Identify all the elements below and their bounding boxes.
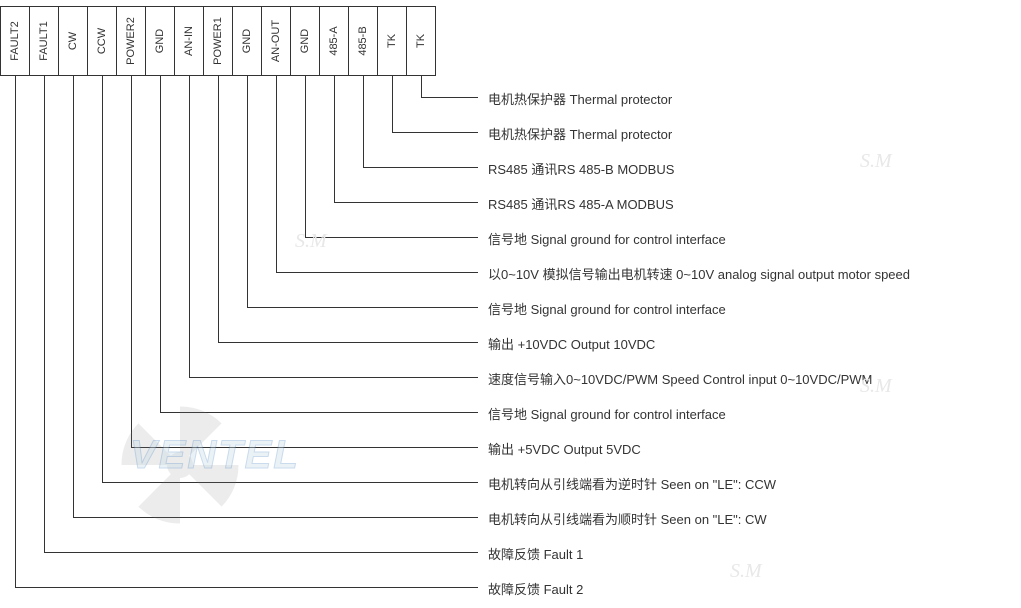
terminal-cell: 485-B: [348, 6, 378, 76]
description-text: RS485 通讯RS 485-A MODBUS: [488, 194, 674, 213]
terminal-label: TK: [386, 34, 398, 48]
ventel-watermark: VENTEL: [130, 430, 390, 485]
ventel-text: VENTEL: [130, 433, 300, 477]
description-text: 电机转向从引线端看为顺时针 Seen on "LE": CW: [488, 509, 767, 528]
terminal-cell: CW: [58, 6, 88, 76]
wire-vertical: [44, 76, 45, 552]
description-text: 信号地 Signal ground for control interface: [488, 299, 726, 318]
description-text: 电机转向从引线端看为逆时针 Seen on "LE": CCW: [488, 474, 776, 493]
terminal-cell: FAULT2: [0, 6, 30, 76]
terminal-cell: POWER1: [203, 6, 233, 76]
wire-vertical: [73, 76, 74, 517]
terminal-label: 485-B: [357, 26, 369, 55]
wire-vertical: [363, 76, 364, 167]
terminal-cell: GND: [145, 6, 175, 76]
wire-horizontal: [15, 587, 478, 588]
description-text: 信号地 Signal ground for control interface: [488, 404, 726, 423]
wire-horizontal: [102, 482, 478, 483]
description-text: 故障反馈 Fault 2: [488, 579, 583, 598]
wire-horizontal: [218, 342, 478, 343]
sm-watermark: S.M: [295, 230, 327, 253]
wire-vertical: [392, 76, 393, 132]
wire-horizontal: [334, 202, 478, 203]
wire-vertical: [276, 76, 277, 272]
description-text: 输出 +5VDC Output 5VDC: [488, 439, 641, 458]
terminal-label: FAULT2: [9, 21, 21, 61]
terminal-label: FAULT1: [38, 21, 50, 61]
sm-watermark: S.M: [730, 560, 762, 583]
terminal-cell: GND: [232, 6, 262, 76]
wire-vertical: [15, 76, 16, 587]
description-text: 以0~10V 模拟信号输出电机转速 0~10V analog signal ou…: [488, 264, 910, 283]
description-text: RS485 通讯RS 485-B MODBUS: [488, 159, 674, 178]
terminal-label: POWER1: [212, 17, 224, 65]
description-text: 故障反馈 Fault 1: [488, 544, 583, 563]
description-text: 信号地 Signal ground for control interface: [488, 229, 726, 248]
wire-horizontal: [189, 377, 478, 378]
wire-horizontal: [421, 97, 478, 98]
wire-horizontal: [305, 237, 478, 238]
terminal-cell: AN-OUT: [261, 6, 291, 76]
terminal-label: GND: [241, 29, 253, 53]
terminal-cell: AN-IN: [174, 6, 204, 76]
terminal-label: GND: [154, 29, 166, 53]
terminal-cell: CCW: [87, 6, 117, 76]
wire-horizontal: [44, 552, 478, 553]
terminal-label: POWER2: [125, 17, 137, 65]
description-text: 输出 +10VDC Output 10VDC: [488, 334, 655, 353]
description-text: 速度信号输入0~10VDC/PWM Speed Control input 0~…: [488, 369, 872, 388]
terminal-cell: POWER2: [116, 6, 146, 76]
terminal-label: CCW: [96, 28, 108, 54]
description-text: 电机热保护器 Thermal protector: [488, 124, 672, 143]
wire-vertical: [160, 76, 161, 412]
wire-vertical: [247, 76, 248, 307]
wire-horizontal: [276, 272, 478, 273]
wire-vertical: [305, 76, 306, 237]
terminal-cell: TK: [406, 6, 436, 76]
terminal-label: CW: [67, 32, 79, 50]
terminal-cell: TK: [377, 6, 407, 76]
wire-vertical: [102, 76, 103, 482]
terminal-label: TK: [415, 34, 427, 48]
terminal-label: AN-IN: [183, 26, 195, 56]
wire-horizontal: [131, 447, 478, 448]
wire-vertical: [334, 76, 335, 202]
wire-horizontal: [73, 517, 478, 518]
wire-horizontal: [392, 132, 478, 133]
wire-vertical: [218, 76, 219, 342]
wire-horizontal: [247, 307, 478, 308]
wire-vertical: [131, 76, 132, 447]
terminal-cell: FAULT1: [29, 6, 59, 76]
wire-vertical: [189, 76, 190, 377]
sm-watermark: S.M: [860, 150, 892, 173]
wire-vertical: [421, 76, 422, 97]
wire-horizontal: [363, 167, 478, 168]
wire-horizontal: [160, 412, 478, 413]
terminal-label: AN-OUT: [270, 20, 282, 62]
description-text: 电机热保护器 Thermal protector: [488, 89, 672, 108]
terminal-label: GND: [299, 29, 311, 53]
fan-watermark: [115, 400, 245, 530]
terminal-cell: GND: [290, 6, 320, 76]
terminal-cell: 485-A: [319, 6, 349, 76]
terminal-block: FAULT2 FAULT1 CW CCW POWER2 GND AN-IN POWER1 GND…: [0, 6, 436, 76]
terminal-label: 485-A: [328, 26, 340, 55]
